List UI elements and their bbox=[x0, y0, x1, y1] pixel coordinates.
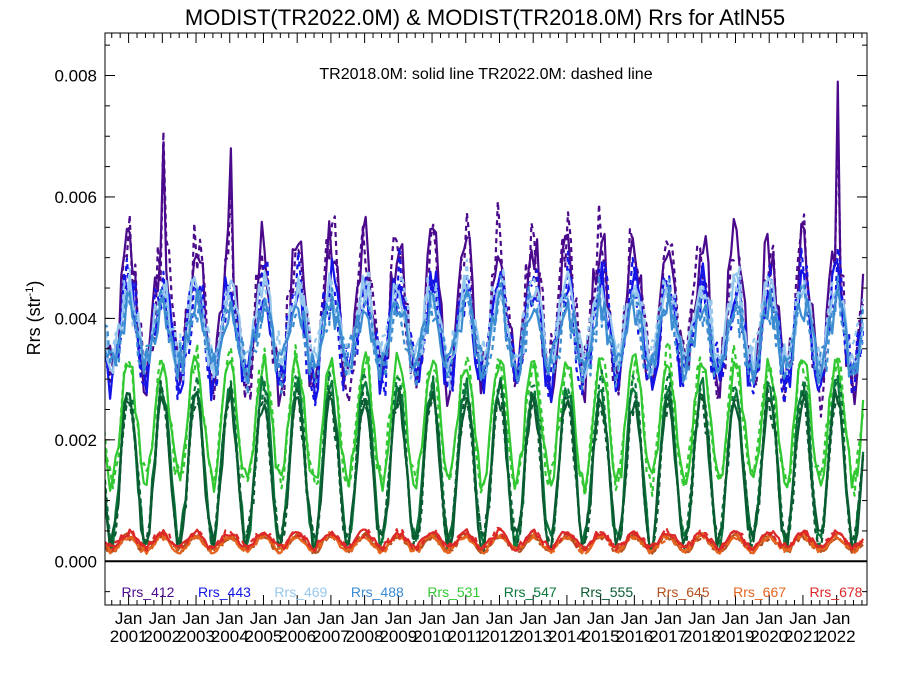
legend-entry-Rrs_531: Rrs_531 bbox=[427, 584, 480, 600]
x-tick-sublabel: 2020 bbox=[750, 627, 788, 646]
x-tick-label: Jan bbox=[756, 609, 783, 628]
x-tick-sublabel: 2003 bbox=[177, 627, 215, 646]
x-tick-sublabel: 2014 bbox=[548, 627, 586, 646]
y-tick-label: 0.000 bbox=[54, 552, 97, 571]
x-tick-sublabel: 2009 bbox=[379, 627, 417, 646]
y-tick-label: 0.002 bbox=[54, 431, 97, 450]
plot-frame bbox=[104, 32, 868, 606]
y-tick-label: 0.008 bbox=[54, 67, 97, 86]
legend-entry-Rrs_555: Rrs_555 bbox=[580, 584, 633, 600]
x-tick-label: Jan bbox=[351, 609, 378, 628]
x-tick-label: Jan bbox=[216, 609, 243, 628]
x-tick-sublabel: 2002 bbox=[143, 627, 181, 646]
x-tick-label: Jan bbox=[385, 609, 412, 628]
series-lines bbox=[105, 80, 865, 556]
x-tick-sublabel: 2011 bbox=[447, 627, 484, 646]
x-tick-label: Jan bbox=[621, 609, 648, 628]
x-tick-label: Jan bbox=[115, 609, 142, 628]
x-tick-sublabel: 2019 bbox=[717, 627, 755, 646]
series-line-Rrs_667-solid bbox=[105, 531, 864, 555]
plot-area bbox=[105, 80, 865, 556]
x-tick-label: Jan bbox=[688, 609, 715, 628]
series-line-Rrs_469-dashed bbox=[105, 258, 865, 391]
x-tick-label: Jan bbox=[823, 609, 850, 628]
x-tick-sublabel: 2018 bbox=[683, 627, 721, 646]
axes: 0.0000.0020.0040.0060.008Jan2001Jan2002J… bbox=[54, 32, 868, 646]
x-tick-label: Jan bbox=[486, 609, 513, 628]
x-tick-sublabel: 2010 bbox=[413, 627, 451, 646]
legend-entry-Rrs_443: Rrs_443 bbox=[198, 584, 251, 600]
legend-entry-Rrs_667: Rrs_667 bbox=[733, 584, 786, 600]
x-tick-sublabel: 2005 bbox=[245, 627, 283, 646]
x-tick-sublabel: 2015 bbox=[582, 627, 620, 646]
x-tick-sublabel: 2022 bbox=[818, 627, 856, 646]
x-tick-sublabel: 2017 bbox=[649, 627, 687, 646]
x-tick-label: Jan bbox=[553, 609, 580, 628]
x-tick-sublabel: 2021 bbox=[784, 627, 822, 646]
y-axis-label: Rrs (str-1) bbox=[24, 281, 44, 356]
x-tick-label: Jan bbox=[722, 609, 749, 628]
x-tick-label: Jan bbox=[519, 609, 546, 628]
x-tick-label: Jan bbox=[317, 609, 344, 628]
legend-entry-Rrs_412: Rrs_412 bbox=[122, 584, 175, 600]
x-tick-sublabel: 2001 bbox=[110, 627, 148, 646]
x-tick-sublabel: 2013 bbox=[514, 627, 552, 646]
y-axis-label-close: ) bbox=[24, 281, 44, 287]
x-tick-label: Jan bbox=[452, 609, 479, 628]
x-tick-sublabel: 2012 bbox=[481, 627, 519, 646]
x-tick-label: Jan bbox=[250, 609, 277, 628]
y-tick-label: 0.006 bbox=[54, 188, 97, 207]
x-tick-label: Jan bbox=[182, 609, 209, 628]
chart-title: MODIST(TR2022.0M) & MODIST(TR2018.0M) Rr… bbox=[185, 5, 785, 30]
series-line-Rrs_531-dashed bbox=[105, 341, 865, 497]
series-line-Rrs_488-solid bbox=[105, 288, 865, 385]
legend-entry-Rrs_547: Rrs_547 bbox=[504, 584, 557, 600]
legend-entry-Rrs_488: Rrs_488 bbox=[351, 584, 404, 600]
y-axis-label-superscript: -1 bbox=[24, 287, 36, 297]
legend: Rrs_412 Rrs_443 Rrs_469 Rrs_488 Rrs_531 Rrs_5… bbox=[122, 584, 863, 600]
x-tick-sublabel: 2016 bbox=[615, 627, 653, 646]
y-tick-label: 0.004 bbox=[54, 309, 97, 328]
line-style-annotation: TR2018.0M: solid line TR2022.0M: dashed … bbox=[319, 66, 652, 83]
x-tick-sublabel: 2006 bbox=[278, 627, 316, 646]
x-tick-label: Jan bbox=[789, 609, 816, 628]
y-axis-label-text: Rrs (str bbox=[24, 296, 44, 355]
x-tick-label: Jan bbox=[418, 609, 445, 628]
x-tick-sublabel: 2007 bbox=[312, 627, 350, 646]
x-tick-label: Jan bbox=[654, 609, 681, 628]
legend-entry-Rrs_469: Rrs_469 bbox=[274, 584, 327, 600]
legend-entry-Rrs_678: Rrs_678 bbox=[810, 584, 863, 600]
legend-entry-Rrs_645: Rrs_645 bbox=[657, 584, 710, 600]
series-line-Rrs_488-dashed bbox=[105, 274, 865, 396]
x-tick-label: Jan bbox=[283, 609, 310, 628]
x-tick-sublabel: 2008 bbox=[346, 627, 384, 646]
x-tick-label: Jan bbox=[149, 609, 176, 628]
series-line-Rrs_555-dashed bbox=[105, 379, 865, 555]
x-tick-sublabel: 2004 bbox=[211, 627, 249, 646]
x-tick-label: Jan bbox=[587, 609, 614, 628]
series-line-Rrs_678-solid bbox=[105, 528, 865, 552]
